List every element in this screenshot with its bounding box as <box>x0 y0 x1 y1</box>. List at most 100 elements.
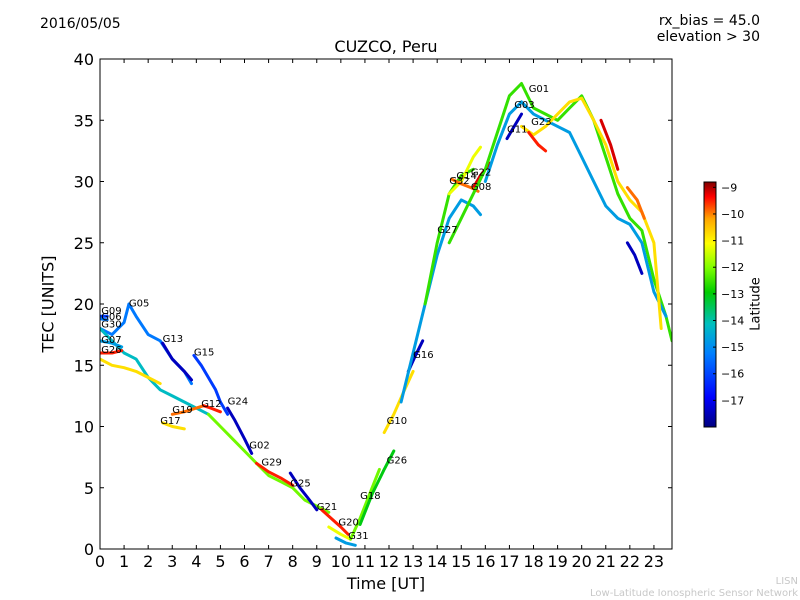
satellite-track-g34 <box>599 118 620 171</box>
colorbar-tick-label: −9 <box>721 181 737 194</box>
satellite-label: G03 <box>514 100 534 111</box>
satellite-track-g11 <box>505 112 523 141</box>
x-tick-label: 1 <box>119 552 129 571</box>
satellite-track-g13 <box>161 341 193 382</box>
satellite-label: G06 <box>101 312 121 323</box>
satellite-label: G18 <box>360 491 380 502</box>
satellite-label: G29 <box>261 458 281 469</box>
satellite-label: G26 <box>387 455 407 466</box>
y-tick-label: 0 <box>84 540 94 559</box>
satellite-label: G23 <box>531 117 551 128</box>
x-tick-label: 8 <box>288 552 298 571</box>
plot-frame <box>99 58 673 550</box>
colorbar-tick-label: −15 <box>721 341 744 354</box>
satellite-track-g18 <box>349 467 381 541</box>
x-tick-label: 20 <box>572 552 592 571</box>
satellite-track-g02 <box>206 412 331 514</box>
y-axis: 0 5 10 15 20 25 30 35 40 <box>74 50 672 559</box>
x-tick-label: 14 <box>427 552 447 571</box>
colorbar-tick-label: −17 <box>721 394 744 407</box>
satellite-label: G16 <box>413 350 433 361</box>
y-tick-label: 40 <box>74 50 94 69</box>
satellite-label: G01 <box>529 84 549 95</box>
x-axis-label: Time [UT] <box>346 574 426 593</box>
colorbar-label: Latitude <box>748 277 764 331</box>
satellite-label: G10 <box>387 416 407 427</box>
satellite-track-g24 <box>226 406 254 455</box>
satellite-label: G09 <box>101 306 121 317</box>
satellite-track-g26 <box>100 349 124 355</box>
rx-bias-label: rx_bias = 45.0 <box>658 13 760 29</box>
satellite-label: G25 <box>290 479 310 490</box>
colorbar-tick-label: −11 <box>721 235 744 248</box>
satellite-label: G12 <box>201 399 221 410</box>
satellite-track-g19 <box>170 404 206 416</box>
colorbar-ticks: −9 −10 −11 −12 −13 −14 −15 −16 −17 <box>713 181 744 407</box>
x-tick-label: 19 <box>547 552 567 571</box>
satellite-track-g26b <box>358 449 396 526</box>
satellite-label: G14 <box>456 171 476 182</box>
satellite-label: G07 <box>101 335 121 346</box>
y-tick-label: 20 <box>74 295 94 314</box>
x-tick-label: 10 <box>331 552 351 571</box>
y-tick-label: 15 <box>74 356 94 375</box>
x-tick-label: 7 <box>263 552 273 571</box>
x-tick-label: 3 <box>167 552 177 571</box>
satellite-track-g36 <box>625 186 646 220</box>
satellite-track-g14 <box>423 167 475 306</box>
x-tick-label: 11 <box>355 552 375 571</box>
satellite-label: G11 <box>507 125 527 136</box>
satellite-label: G17 <box>160 416 180 427</box>
satellite-label: G24 <box>228 396 248 407</box>
x-tick-label: 12 <box>379 552 399 571</box>
x-tick-label: 18 <box>523 552 543 571</box>
satellite-label: G22 <box>471 167 491 178</box>
chart-title: CUZCO, Peru <box>334 37 438 56</box>
series-layer <box>100 82 672 547</box>
satellite-track-g20 <box>327 525 352 541</box>
satellite-track-g23 <box>520 96 663 330</box>
satellite-track-g07 <box>100 339 124 349</box>
x-tick-label: 22 <box>620 552 640 571</box>
satellite-track-g25 <box>288 471 319 512</box>
x-tick-label: 5 <box>215 552 225 571</box>
x-tick-label: 16 <box>475 552 495 571</box>
y-tick-label: 30 <box>74 173 94 192</box>
satellite-label: G32 <box>449 176 469 187</box>
satellite-track-g32 <box>447 145 482 196</box>
satellite-track-g33 <box>527 131 548 153</box>
credit-network: Low-Latitude Ionospheric Sensor Network <box>590 588 798 599</box>
satellite-label: G19 <box>172 405 192 416</box>
satellite-track-g31 <box>334 536 357 547</box>
x-tick-label: 15 <box>451 552 471 571</box>
x-tick-label: 23 <box>644 552 664 571</box>
satellite-label: G08 <box>471 182 491 193</box>
x-tick-label: 13 <box>403 552 423 571</box>
x-tick-label: 6 <box>239 552 249 571</box>
satellite-track-g06 <box>100 317 109 322</box>
satellite-label: G02 <box>249 441 269 452</box>
satellite-label: G30 <box>101 319 121 330</box>
colorbar <box>703 181 717 428</box>
x-tick-label: 21 <box>596 552 616 571</box>
satellite-track-g15 <box>192 353 230 416</box>
satellite-label: G05 <box>129 298 149 309</box>
x-axis: 0 1 2 3 4 5 6 7 8 9 10 11 12 13 14 15 16 17 18 19 20 21 22 23 <box>95 59 664 571</box>
satellite-track-g01 <box>447 82 672 343</box>
satellite-label: G20 <box>338 518 358 529</box>
colorbar-tick-label: −12 <box>721 261 744 274</box>
x-tick-label: 2 <box>143 552 153 571</box>
credit-lisn: LISN <box>775 576 798 587</box>
colorbar-tick-label: −14 <box>721 314 744 327</box>
colorbar-tick-label: −10 <box>721 208 744 221</box>
satellite-label: G21 <box>317 502 337 513</box>
x-tick-label: 17 <box>499 552 519 571</box>
satellite-track-g03 <box>483 100 668 318</box>
satellite-track-g10 <box>382 369 415 435</box>
satellite-label: G13 <box>163 334 183 345</box>
satellite-track-g27 <box>399 198 482 404</box>
satellite-label: G15 <box>194 347 214 358</box>
colorbar-tick-label: −13 <box>721 288 744 301</box>
